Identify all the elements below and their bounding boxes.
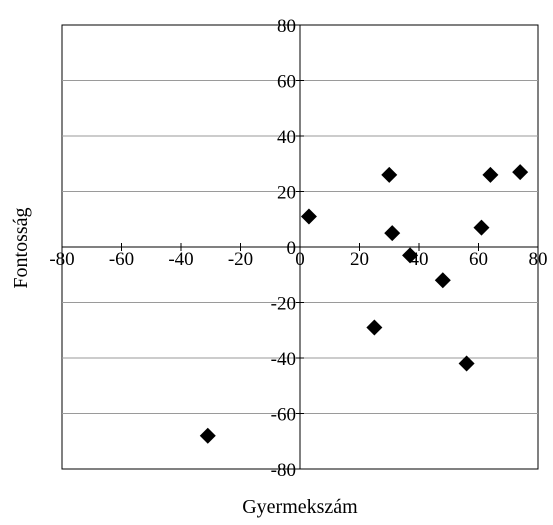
y-tick-label-6: -40 <box>271 349 296 370</box>
y-tick-label-5: -20 <box>271 294 296 315</box>
x-tick-label-7: 60 <box>469 249 488 270</box>
x-tick-label-0: -80 <box>49 249 74 270</box>
data-point-4 <box>366 319 383 336</box>
y-axis-title: Fontosság <box>10 207 32 288</box>
x-tick-label-3: -20 <box>228 249 253 270</box>
y-tick-label-4: 0 <box>287 238 297 259</box>
y-tick-label-2: 40 <box>277 127 296 148</box>
data-point-3 <box>402 247 419 264</box>
y-tick-label-1: 60 <box>277 72 296 93</box>
x-tick-label-5: 20 <box>350 249 369 270</box>
y-tick-label-3: 20 <box>277 183 296 204</box>
data-point-7 <box>473 219 490 236</box>
data-point-1 <box>381 166 398 183</box>
data-points <box>199 164 529 444</box>
x-tick-label-4: 0 <box>295 249 305 270</box>
y-tick-label-7: -60 <box>271 405 296 426</box>
data-point-0 <box>300 208 317 225</box>
y-tick-label-0: 80 <box>277 16 296 37</box>
data-point-5 <box>434 272 451 289</box>
x-tick-label-1: -60 <box>109 249 134 270</box>
data-point-6 <box>458 355 475 372</box>
x-tick-label-2: -40 <box>168 249 193 270</box>
axes <box>61 24 539 470</box>
x-axis-title: Gyermekszám <box>242 496 358 518</box>
x-tick-label-8: 80 <box>529 249 548 270</box>
data-point-9 <box>512 164 529 181</box>
data-point-2 <box>384 225 401 242</box>
y-tick-label-8: -80 <box>271 460 296 481</box>
tick-labels: -80 -60 -40 -20 0 20 40 60 80806040200-20-40-60-… <box>49 16 547 481</box>
data-point-10 <box>199 427 216 444</box>
data-point-8 <box>482 166 499 183</box>
